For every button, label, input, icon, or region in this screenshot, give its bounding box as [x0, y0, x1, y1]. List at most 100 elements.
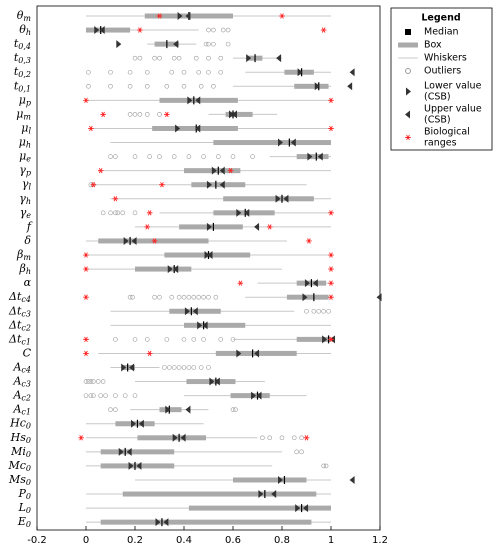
outlier [196, 294, 201, 300]
outlier [137, 55, 143, 61]
legend-label: Lower value [424, 81, 482, 92]
csb-upper [195, 96, 201, 105]
csb-lower [155, 518, 161, 527]
row-label-symbol: β [18, 262, 25, 275]
row-label-subscript: 0,3 [18, 56, 31, 65]
outlier [157, 154, 162, 159]
row-label-subscript: 0,4 [18, 42, 31, 51]
outlier [137, 112, 143, 117]
outlier [144, 69, 150, 75]
row-label: Δtc1 [8, 332, 31, 346]
outlier [132, 55, 138, 61]
row-label-symbol: μ [16, 107, 23, 120]
row-label-symbol: μ [19, 150, 26, 163]
bio-range [146, 210, 153, 216]
csb-upper [254, 222, 260, 231]
outlier [130, 294, 135, 300]
x-tick-label: 0.4 [176, 535, 192, 546]
row-label: Ac1 [12, 403, 31, 417]
outlier [144, 112, 150, 117]
outlier [88, 379, 94, 384]
row-label-subscript: 0 [26, 492, 31, 501]
csb-lower [209, 377, 215, 386]
csb-lower [251, 391, 257, 400]
row-label-symbol: L [18, 501, 26, 514]
csb-lower [322, 335, 328, 344]
row-label-subscript: 0 [26, 464, 31, 473]
csb-lower [187, 96, 193, 105]
outlier [206, 41, 211, 47]
outlier [196, 69, 201, 75]
row-label: f [26, 220, 33, 233]
bio-range [83, 294, 89, 300]
outlier [91, 393, 96, 398]
outlier [157, 112, 162, 117]
outlier [191, 365, 197, 370]
row-label: Mi0 [10, 445, 31, 459]
row-label-symbol: Δt [8, 290, 22, 303]
box [230, 393, 270, 399]
csb-lower [121, 363, 127, 372]
outlier [127, 84, 133, 89]
row-label-symbol: α [24, 276, 32, 289]
outlier [304, 308, 309, 314]
row-label-symbol: A [12, 375, 21, 388]
csb-upper [185, 12, 191, 20]
row-label-subscript: p [26, 98, 31, 107]
bio-range [159, 182, 165, 188]
csb-lower [184, 307, 190, 316]
row-label-subscript: h [26, 28, 31, 37]
outlier [181, 69, 187, 75]
outlier [83, 379, 89, 384]
outlier [108, 407, 113, 412]
row-label: μl [21, 121, 31, 135]
csb-upper [349, 68, 355, 77]
box [135, 266, 192, 272]
row-label: μp [19, 93, 31, 107]
row-label: Hs0 [10, 431, 31, 445]
outlier [206, 69, 211, 75]
bio-range [137, 27, 143, 33]
bio-range [112, 196, 119, 202]
row-label-subscript: l [28, 183, 31, 192]
outlier [181, 294, 187, 300]
legend-swatch [406, 87, 411, 96]
outlier [206, 55, 211, 61]
outlier [127, 294, 133, 300]
outlier [127, 112, 133, 117]
outlier [211, 84, 216, 89]
legend-label: Biological [424, 127, 470, 138]
row-label-symbol: A [12, 403, 21, 416]
row-label-symbol: E [17, 515, 26, 528]
outlier [267, 435, 273, 441]
box [223, 196, 314, 202]
bio-range [88, 125, 94, 132]
row-label-subscript: c3 [21, 309, 31, 318]
bio-range [83, 350, 89, 357]
outlier [164, 84, 170, 89]
outlier [113, 407, 118, 412]
csb-upper [290, 138, 296, 147]
csb-lower [128, 461, 134, 470]
csb-upper [283, 194, 289, 203]
outlier [211, 41, 216, 47]
csb-lower [175, 124, 181, 133]
outlier [171, 365, 177, 370]
outlier [201, 154, 206, 159]
bio-range [328, 294, 334, 300]
outlier [316, 308, 322, 314]
row-label: Δtc4 [8, 290, 31, 304]
outlier [152, 294, 157, 300]
outlier [218, 55, 224, 61]
outlier [230, 337, 236, 342]
outlier [181, 84, 187, 89]
outlier [144, 337, 150, 342]
csb-lower [295, 504, 301, 513]
csb-upper [232, 110, 237, 119]
csb-lower [211, 166, 217, 175]
legend-label: (CSB) [424, 115, 451, 126]
bio-range [328, 336, 334, 343]
bio-range [320, 27, 327, 33]
row-label-subscript: c4 [21, 295, 31, 304]
row-label-symbol: Ms [8, 473, 26, 486]
